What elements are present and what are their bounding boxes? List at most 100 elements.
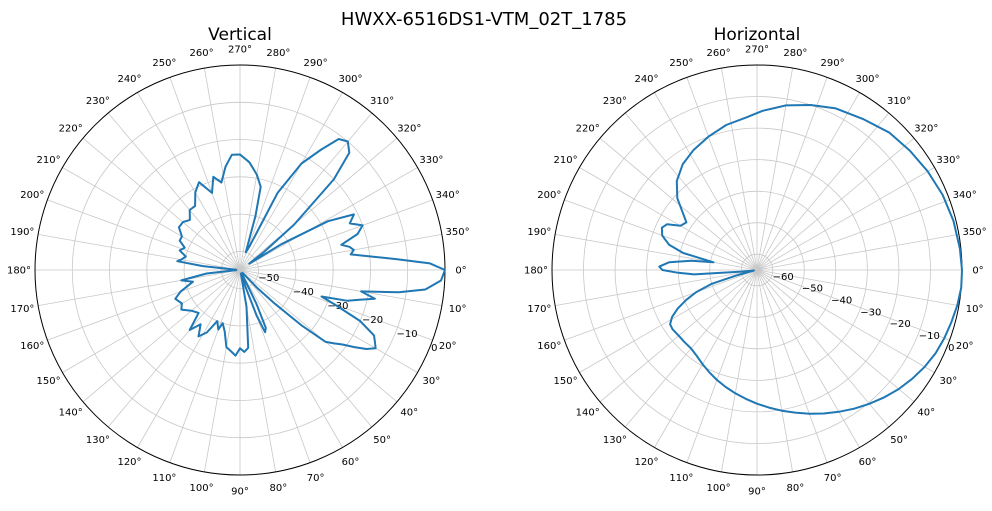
theta-tick-label: 180° [7, 266, 31, 277]
theta-tick-label: 0° [972, 266, 983, 277]
pattern-line [174, 138, 446, 357]
theta-tick-label: 230° [86, 96, 110, 107]
r-gridline [583, 96, 931, 444]
theta-tick-label: 330° [419, 155, 443, 166]
theta-tick-label: 20° [439, 341, 457, 352]
theta-tick-label: 290° [304, 58, 328, 69]
theta-tick-label: 330° [936, 155, 960, 166]
theta-tick-label: 140° [59, 408, 83, 419]
theta-tick-label: 60° [342, 457, 360, 468]
theta-gridline [756, 234, 959, 271]
theta-gridline [756, 269, 860, 448]
theta-gridline [82, 137, 241, 271]
theta-tick-label: 100° [707, 483, 731, 494]
theta-tick-label: 170° [527, 304, 551, 315]
theta-tick-label: 40° [400, 408, 418, 419]
theta-gridline [204, 68, 241, 271]
theta-gridline [239, 234, 442, 271]
theta-gridline [756, 137, 915, 271]
theta-gridline [721, 269, 758, 472]
theta-gridline [204, 269, 241, 472]
chart-title: Vertical [208, 25, 272, 45]
theta-tick-label: 80° [270, 483, 288, 494]
theta-tick-label: 0° [455, 266, 466, 277]
r-tick-label: −50 [802, 284, 823, 295]
r-tick-label: 0 [431, 343, 437, 354]
theta-gridline [107, 269, 241, 428]
theta-tick-label: 70° [307, 473, 325, 484]
theta-tick-label: 60° [859, 457, 877, 468]
polar-chart-2: Horizontal 0° 10° 20° 30° 40° 50° 60° 70° 80° 90° 1… [524, 25, 987, 498]
theta-tick-label: 300° [338, 74, 362, 85]
r-tick-label: −40 [293, 287, 314, 298]
theta-tick-label: 50° [373, 435, 391, 446]
theta-gridline [756, 199, 950, 271]
theta-gridline [47, 199, 241, 271]
theta-gridline [239, 269, 373, 428]
r-tick-label: −40 [831, 296, 852, 307]
r-gridline [677, 190, 837, 350]
theta-tick-label: 110° [669, 473, 693, 484]
theta-gridline [579, 269, 758, 373]
theta-gridline [239, 269, 343, 448]
theta-gridline [756, 269, 935, 373]
theta-tick-label: 140° [576, 408, 600, 419]
theta-tick-label: 350° [963, 227, 987, 238]
r-gridline [71, 101, 409, 439]
theta-tick-label: 310° [370, 96, 394, 107]
theta-tick-label: 230° [603, 96, 627, 107]
theta-tick-label: 310° [887, 96, 911, 107]
theta-tick-label: 320° [914, 123, 938, 134]
theta-tick-label: 40° [917, 408, 935, 419]
theta-tick-label: 30° [423, 376, 441, 387]
theta-tick-label: 250° [152, 58, 176, 69]
theta-tick-label: 160° [20, 341, 44, 352]
theta-gridline [579, 167, 758, 271]
theta-gridline [239, 92, 343, 271]
theta-gridline [686, 77, 758, 271]
theta-gridline [555, 269, 758, 306]
theta-tick-label: 280° [783, 48, 807, 59]
theta-gridline [169, 77, 241, 271]
theta-tick-label: 150° [554, 376, 578, 387]
theta-tick-label: 210° [37, 155, 61, 166]
theta-tick-label: 200° [20, 190, 44, 201]
theta-gridline [107, 112, 241, 271]
chart-title: Horizontal [714, 25, 801, 45]
theta-tick-label: 220° [576, 123, 600, 134]
theta-gridline [555, 234, 758, 271]
theta-gridline [686, 269, 758, 463]
theta-gridline [239, 167, 418, 271]
theta-tick-label: 260° [190, 48, 214, 59]
r-tick-label: −50 [258, 273, 279, 284]
r-gridline [146, 176, 334, 364]
theta-gridline [654, 92, 758, 271]
theta-gridline [756, 92, 860, 271]
theta-gridline [239, 112, 373, 271]
theta-gridline [756, 269, 890, 428]
r-tick-label: −10 [919, 331, 940, 342]
theta-gridline [38, 269, 241, 306]
theta-gridline [239, 77, 311, 271]
theta-tick-label: 220° [59, 123, 83, 134]
theta-gridline [756, 269, 915, 403]
theta-gridline [38, 234, 241, 271]
theta-tick-label: 100° [190, 483, 214, 494]
theta-tick-label: 20° [956, 341, 974, 352]
theta-gridline [756, 77, 828, 271]
theta-gridline [564, 199, 758, 271]
r-tick-label: −60 [773, 272, 794, 283]
theta-gridline [756, 112, 890, 271]
theta-tick-label: 240° [117, 74, 141, 85]
theta-gridline [756, 68, 793, 271]
theta-gridline [169, 269, 241, 463]
theta-tick-label: 200° [537, 190, 561, 201]
figure-title: HWXX-6516DS1-VTM_02T_1785 [341, 9, 627, 30]
theta-tick-label: 190° [527, 227, 551, 238]
theta-tick-label: 280° [266, 48, 290, 59]
theta-gridline [62, 167, 241, 271]
pattern-line [658, 104, 963, 415]
theta-tick-label: 350° [446, 227, 470, 238]
theta-tick-label: 10° [966, 304, 984, 315]
